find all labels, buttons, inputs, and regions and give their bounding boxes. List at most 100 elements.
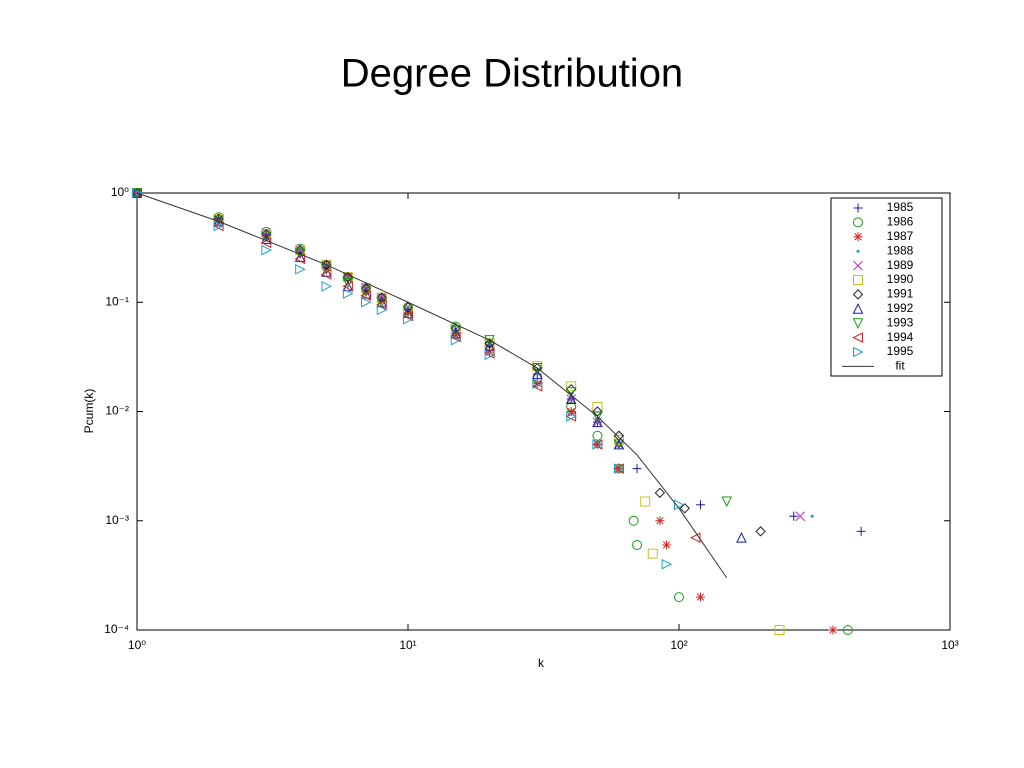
marker-stroke — [662, 541, 671, 549]
marker — [484, 335, 495, 346]
marker — [852, 289, 864, 300]
y-tick-label: 10⁻⁴ — [104, 622, 129, 636]
marker-shape — [531, 363, 543, 374]
marker-shape — [360, 286, 372, 298]
marker-shape — [592, 411, 603, 423]
marker — [654, 487, 666, 499]
marker-shape — [613, 463, 625, 474]
marker — [853, 232, 863, 242]
marker-shape — [342, 280, 354, 292]
marker — [483, 348, 495, 359]
marker — [632, 464, 642, 474]
marker-shape — [592, 416, 603, 428]
plot-frame — [136, 192, 951, 631]
legend-label: 1995 — [887, 344, 914, 358]
marker-shape — [450, 334, 462, 346]
marker-shape — [131, 188, 143, 199]
marker — [695, 500, 705, 510]
legend-label: 1994 — [887, 330, 914, 344]
marker-shape — [592, 439, 604, 450]
marker-shape — [755, 526, 766, 537]
marker — [632, 539, 643, 550]
marker — [361, 296, 372, 308]
marker-stroke — [795, 511, 806, 522]
marker — [810, 514, 814, 518]
marker — [132, 187, 143, 199]
marker — [795, 511, 806, 522]
marker-shape — [450, 331, 461, 343]
marker-shape — [856, 249, 860, 253]
marker-stroke — [829, 626, 837, 634]
marker-shape — [376, 299, 387, 310]
marker-stroke — [853, 260, 863, 271]
marker — [376, 297, 388, 308]
marker — [484, 349, 496, 361]
marker-shape — [628, 515, 639, 526]
marker-shape — [674, 499, 685, 511]
marker — [261, 244, 272, 256]
marker — [321, 280, 333, 292]
marker-shape — [402, 306, 414, 318]
marker-shape — [679, 503, 690, 514]
marker-stroke — [854, 233, 862, 241]
marker — [295, 264, 306, 275]
marker — [565, 387, 577, 398]
legend-label: 1987 — [887, 229, 914, 243]
marker-stroke — [593, 440, 602, 449]
marker — [342, 280, 354, 292]
marker — [531, 381, 543, 392]
marker-shape — [376, 297, 388, 308]
marker — [852, 332, 863, 343]
marker-shape — [592, 430, 603, 441]
marker-shape — [376, 304, 388, 316]
marker — [531, 363, 543, 374]
marker-shape — [321, 280, 333, 292]
legend-label: fit — [895, 359, 905, 373]
marker-shape — [261, 244, 272, 256]
marker — [592, 439, 602, 449]
marker-shape — [632, 539, 643, 550]
marker — [531, 368, 543, 380]
marker — [343, 272, 353, 282]
marker — [628, 515, 639, 526]
legend-label: 1985 — [887, 200, 914, 214]
legend-label: 1989 — [887, 258, 914, 272]
marker-shape — [361, 296, 372, 308]
marker — [842, 625, 853, 635]
marker-shape — [294, 253, 306, 265]
marker-shape — [403, 304, 413, 315]
marker-shape — [483, 348, 495, 359]
marker — [592, 439, 604, 450]
marker-shape — [852, 289, 864, 300]
marker — [294, 253, 306, 265]
marker — [640, 496, 651, 507]
marker-stroke — [566, 394, 577, 404]
marker — [376, 304, 388, 316]
marker — [484, 340, 495, 351]
marker — [614, 464, 624, 474]
marker-shape — [661, 558, 673, 570]
marker — [853, 217, 863, 228]
marker-shape — [853, 275, 863, 285]
marker-shape — [853, 346, 864, 358]
x-axis-label: k — [538, 656, 545, 670]
marker — [360, 290, 372, 301]
marker — [450, 331, 461, 343]
marker-shape — [484, 349, 496, 361]
marker — [532, 378, 543, 389]
marker — [213, 220, 225, 232]
marker-shape — [566, 411, 577, 422]
marker — [403, 304, 413, 315]
y-axis-label: Pcum(k) — [82, 389, 96, 434]
marker-shape — [360, 282, 372, 294]
marker — [342, 288, 354, 299]
y-tick-label: 10⁻¹ — [105, 294, 129, 308]
marker — [828, 625, 838, 635]
marker-stroke — [656, 517, 664, 525]
marker — [674, 592, 684, 603]
marker-shape — [484, 335, 495, 346]
marker — [342, 280, 353, 292]
marker — [647, 548, 658, 559]
marker-shape — [132, 187, 143, 199]
